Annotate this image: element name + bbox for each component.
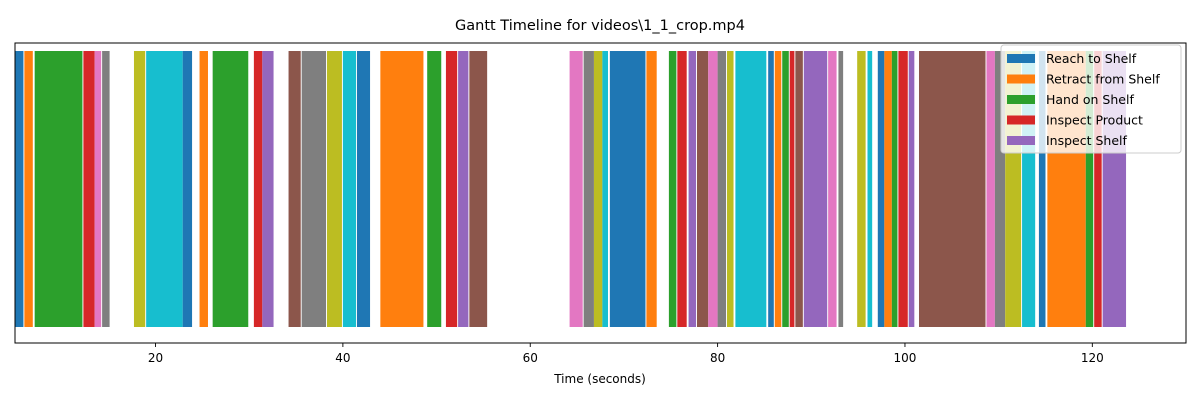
timeline-segment: [458, 51, 469, 327]
timeline-segment: [380, 51, 424, 327]
x-tick-label: 120: [1081, 351, 1104, 365]
timeline-segment: [668, 51, 677, 327]
timeline-segment: [1094, 51, 1102, 327]
timeline-segment: [24, 51, 33, 327]
legend-swatch: [1007, 115, 1035, 125]
timeline-segments: [15, 51, 1127, 327]
timeline-segment: [593, 51, 603, 327]
timeline-segment: [646, 51, 657, 327]
chart-title: Gantt Timeline for videos\1_1_crop.mp4: [455, 18, 745, 34]
timeline-segment: [795, 51, 803, 327]
timeline-segment: [445, 51, 458, 327]
timeline-segment: [102, 51, 110, 327]
legend-label: Hand on Shelf: [1046, 92, 1134, 107]
timeline-segment: [884, 51, 892, 327]
timeline-segment: [1085, 51, 1094, 327]
timeline-segment: [146, 51, 183, 327]
timeline-segment: [262, 51, 274, 327]
x-tick-label: 20: [148, 351, 163, 365]
legend: Reach to Shelf Retract from Shelf Hand on …: [1000, 44, 1182, 154]
timeline-segment: [427, 51, 442, 327]
timeline-segment: [857, 51, 866, 327]
timeline-segment: [696, 51, 709, 327]
timeline-segment: [199, 51, 208, 327]
legend-swatch: [1007, 74, 1035, 84]
timeline-segment: [867, 51, 873, 327]
timeline-segment: [569, 51, 583, 327]
timeline-segment: [994, 51, 1006, 327]
timeline-segment: [253, 51, 263, 327]
timeline-segment: [708, 51, 718, 327]
legend-swatch: [1007, 95, 1035, 104]
timeline-segment: [782, 51, 789, 327]
plot-frame: [14, 42, 1187, 344]
timeline-segment: [768, 51, 774, 327]
timeline-segment: [342, 51, 356, 327]
timeline-segment: [898, 51, 908, 327]
timeline-segment: [735, 51, 767, 327]
timeline-segment: [83, 51, 95, 327]
timeline-segment: [891, 51, 898, 327]
timeline-segment: [828, 51, 837, 327]
timeline-segment: [356, 51, 371, 327]
legend-swatch: [1007, 54, 1035, 63]
legend-label: Inspect Shelf: [1046, 133, 1128, 148]
timeline-segment: [583, 51, 594, 327]
timeline-segment: [15, 51, 24, 327]
timeline-segment: [688, 51, 697, 327]
x-axis-label: Time (seconds): [553, 372, 646, 386]
timeline-segment: [726, 51, 734, 327]
timeline-segment: [803, 51, 828, 327]
timeline-segment: [301, 51, 327, 327]
timeline-segment: [838, 51, 844, 327]
timeline-segment: [34, 51, 83, 327]
timeline-segment: [182, 51, 193, 327]
timeline-segment: [326, 51, 342, 327]
timeline-segment: [1038, 51, 1046, 327]
x-tick-label: 80: [710, 351, 725, 365]
legend-label: Retract from Shelf: [1046, 72, 1160, 87]
timeline-segment: [919, 51, 986, 327]
legend-label: Inspect Product: [1046, 113, 1143, 128]
timeline-segment: [469, 51, 488, 327]
timeline-segment: [677, 51, 687, 327]
timeline-segment: [877, 51, 885, 327]
x-tick-label: 100: [894, 351, 917, 365]
timeline-segment: [212, 51, 249, 327]
timeline-segment: [288, 51, 301, 327]
legend-box: [1000, 44, 1182, 154]
x-axis-ticks: 20 40 60 80 100 120: [148, 343, 1104, 365]
timeline-segment: [94, 51, 102, 327]
timeline-segment: [986, 51, 995, 327]
legend-label: Reach to Shelf: [1046, 51, 1137, 66]
timeline-segment: [789, 51, 795, 327]
legend-swatch: [1007, 136, 1035, 145]
timeline-segment: [717, 51, 727, 327]
timeline-segment: [908, 51, 915, 327]
timeline-segment: [602, 51, 608, 327]
timeline-segment: [774, 51, 782, 327]
timeline-segment: [609, 51, 646, 327]
x-tick-label: 60: [523, 351, 538, 365]
timeline-segment: [133, 51, 146, 327]
x-tick-label: 40: [335, 351, 350, 365]
